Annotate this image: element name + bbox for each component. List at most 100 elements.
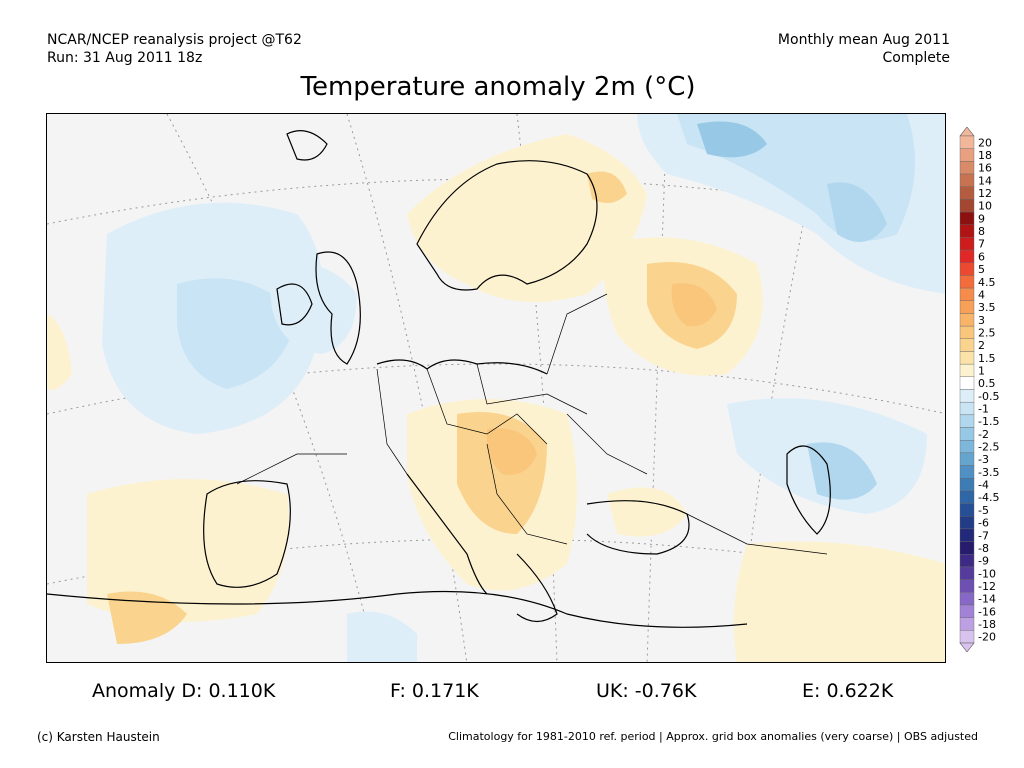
colorbar-tick-label: 4 — [978, 288, 985, 301]
colorbar-tick-label: -1 — [978, 403, 989, 416]
colorbar-swatch — [959, 440, 975, 454]
borders — [236, 293, 828, 555]
colorbar-tick-label: 3.5 — [978, 301, 996, 314]
ireland-coast — [276, 283, 313, 326]
colorbar-swatch — [959, 503, 975, 517]
colorbar-swatch — [959, 617, 975, 631]
border-line — [486, 443, 568, 545]
colorbar-swatch — [959, 604, 975, 618]
colorbar-tick-label: -14 — [978, 593, 996, 606]
colorbar-swatch — [959, 376, 975, 390]
barents-cold-center — [697, 121, 767, 158]
colorbar-tick-label: -4 — [978, 479, 989, 492]
colorbar-swatch — [959, 135, 975, 149]
colorbar-tick-label: -5 — [978, 504, 989, 517]
colorbar-swatch — [959, 199, 975, 213]
anomaly-d-value: Anomaly D: 0.110K — [92, 680, 276, 702]
black-sea-coast — [586, 500, 690, 555]
colorbar-swatch — [959, 401, 975, 416]
colorbar-tick-label: -7 — [978, 529, 989, 542]
uk-cold-area — [267, 262, 357, 354]
colorbar-swatch — [959, 630, 975, 644]
colorbar-tick-label: 2.5 — [978, 326, 996, 339]
scandinavia-warm-area — [407, 134, 647, 302]
colorbar-swatch — [959, 300, 975, 314]
colorbar-swatch — [959, 427, 975, 441]
greece-coast — [516, 553, 558, 623]
colorbar-tick-label: 12 — [978, 187, 992, 200]
colorbar-swatch — [959, 452, 975, 466]
colorbar-tick-label: 7 — [978, 238, 985, 251]
anomaly-uk-value: UK: -0.76K — [596, 680, 697, 702]
colorbar-tick-label: 10 — [978, 200, 992, 213]
warm-anomaly-fields — [47, 134, 945, 662]
anomaly-f-value: F: 0.171K — [390, 680, 479, 702]
colorbar-swatch — [959, 287, 975, 301]
turkey-warm-area — [607, 487, 687, 537]
colorbar-swatch — [959, 414, 975, 428]
border-line — [686, 513, 828, 555]
colorbar-swatch — [959, 554, 975, 568]
mediterranean-south-coast — [47, 590, 748, 628]
colorbar-swatch — [959, 478, 975, 492]
russia-warm-core — [671, 283, 717, 327]
meridian-line — [346, 114, 468, 662]
colorbar-top-arrow — [959, 127, 975, 137]
colorbar-tick-label: 4.5 — [978, 276, 996, 289]
colorbar-tick-label: 20 — [978, 136, 992, 149]
colorbar-swatch — [959, 237, 975, 251]
colorbar-tick-label: -3 — [978, 453, 989, 466]
colorbar-swatch — [959, 275, 975, 289]
parallel-line — [47, 178, 945, 225]
colorbar-swatch — [959, 541, 975, 555]
hungary-warm-core — [486, 428, 537, 475]
colorbar-tick-label: 14 — [978, 174, 992, 187]
colorbar-tick-label: 2 — [978, 339, 985, 352]
caspian-coast — [786, 445, 831, 535]
colorbar-tick-label: 1.5 — [978, 352, 996, 365]
anomaly-e-value: E: 0.622K — [802, 680, 894, 702]
britain-coast — [315, 251, 361, 365]
colorbar-tick-label: 1 — [978, 364, 985, 377]
colorbar-tick-label: -10 — [978, 567, 996, 580]
colorbar-swatch — [959, 161, 975, 175]
border-line — [476, 363, 588, 415]
copyright-text: (c) Karsten Haustein — [37, 730, 160, 744]
period-label: Monthly mean Aug 2011 — [777, 32, 950, 48]
colorbar-swatch — [959, 592, 975, 606]
middle-east-warm-area — [733, 541, 945, 662]
colorbar-tick-label: -0.5 — [978, 390, 999, 403]
colorbar-tick-label: -9 — [978, 555, 989, 568]
atlantic-cold-core — [177, 278, 297, 389]
colorbar-swatch — [959, 148, 975, 162]
colorbar-swatch — [959, 249, 975, 263]
scandinavia-coast — [416, 160, 598, 291]
colorbar-swatch — [959, 528, 975, 542]
iberia-warm-area — [87, 479, 289, 622]
colorbar-tick-label: -2 — [978, 428, 989, 441]
mediterranean-cold-patch — [347, 611, 417, 662]
colorbar-tick-label: -8 — [978, 542, 989, 555]
italy-coast — [406, 473, 488, 595]
colorbar-tick-label: -20 — [978, 631, 996, 644]
colorbar-tick-label: 3 — [978, 314, 985, 327]
colorbar-swatch — [959, 363, 975, 378]
colorbar: 201816141210987654.543.532.521.510.5-0.5… — [959, 127, 999, 652]
colorbar-tick-label: -6 — [978, 517, 989, 530]
cold-anomaly-fields — [102, 114, 945, 662]
west-edge-warm-patch — [47, 314, 72, 390]
iberia-coast — [203, 480, 291, 588]
colorbar-tick-label: 5 — [978, 263, 985, 276]
colorbar-tick-label: -4.5 — [978, 491, 999, 504]
colorbar-swatch — [959, 566, 975, 580]
map-canvas — [47, 114, 945, 662]
svalbard-coast — [286, 130, 328, 161]
colorbar-tick-label: -3.5 — [978, 466, 999, 479]
climatology-note: Climatology for 1981-2010 ref. period | … — [448, 730, 978, 743]
colorbar-swatch — [959, 465, 975, 479]
colorbar-swatch — [959, 351, 975, 365]
colorbar-tick-label: -2.5 — [978, 441, 999, 454]
colorbar-swatch — [959, 313, 975, 327]
colorbar-tick-label: 18 — [978, 149, 992, 162]
border-line — [376, 368, 408, 475]
